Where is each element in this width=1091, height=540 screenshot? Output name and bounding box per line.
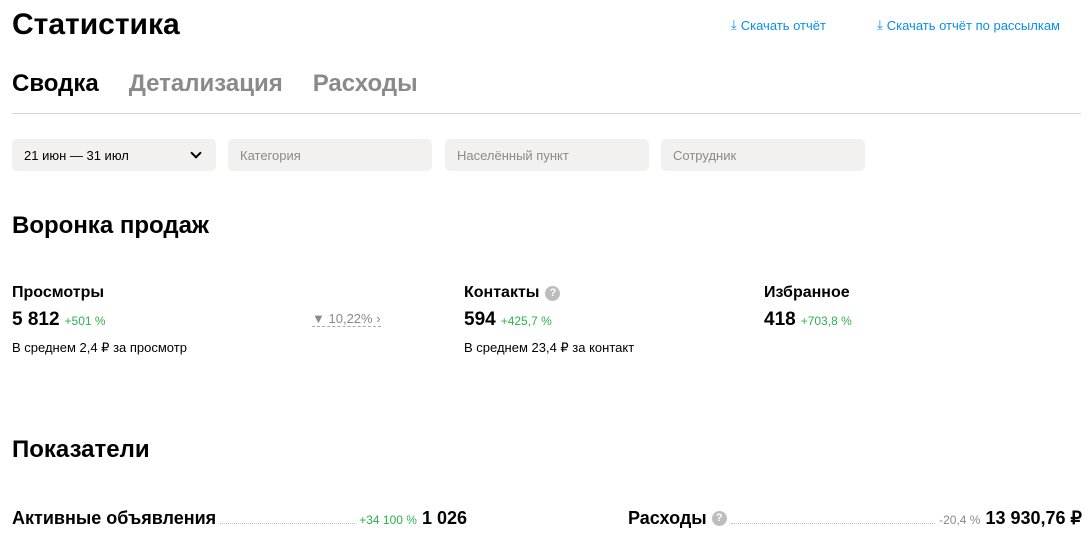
page-title: Статистика [12,8,180,41]
download-icon: ⤓ [877,17,883,32]
contacts-value: 594 +425,7 % [464,309,552,330]
tabs-divider [12,113,1081,114]
funnel-title: Воронка продаж [12,212,209,239]
views-label: Просмотры [12,284,105,301]
category-select[interactable]: Категория [228,139,432,171]
views-avg: В среднем 2,4 ₽ за просмотр [12,340,187,355]
download-icon: ⤓ [731,17,737,32]
help-icon[interactable]: ? [545,285,561,301]
conversion-link[interactable]: ▼ 10,22% › [312,311,381,327]
contacts-avg: В среднем 23,4 ₽ за контакт [464,340,635,355]
tab-details[interactable]: Детализация [128,70,283,97]
views-value: 5 812 +501 % [12,309,106,330]
views-change: +501 % [64,314,106,328]
metrics-title: Показатели [12,436,150,463]
funnel-icon: ▼ [312,311,325,326]
period-select[interactable]: 21 июн — 31 июл [12,139,216,171]
chevron-down-icon [190,147,202,159]
tab-expenses[interactable]: Расходы [312,70,418,97]
contacts-change: +425,7 % [500,314,552,328]
city-select[interactable]: Населённый пункт [445,139,649,171]
employee-select[interactable]: Сотрудник [661,139,865,171]
download-mailing-report-link[interactable]: ⤓ Скачать отчёт по рассылкам [877,17,1060,33]
help-icon[interactable]: ? [711,511,727,526]
expenses-row: Расходы ? -20,4 % 13 930,76 ₽ [628,508,1082,528]
active-ads-row: Активные объявления +34 100 % 1 026 [12,508,467,528]
favorites-change: +703,8 % [800,314,852,328]
contacts-label: Контакты? [464,284,561,302]
tab-summary[interactable]: Сводка [12,70,99,97]
favorites-value: 418 +703,8 % [764,309,852,330]
download-report-link[interactable]: ⤓ Скачать отчёт [731,17,826,33]
favorites-label: Избранное [764,284,850,301]
tabs: Сводка Детализация Расходы [12,70,418,98]
